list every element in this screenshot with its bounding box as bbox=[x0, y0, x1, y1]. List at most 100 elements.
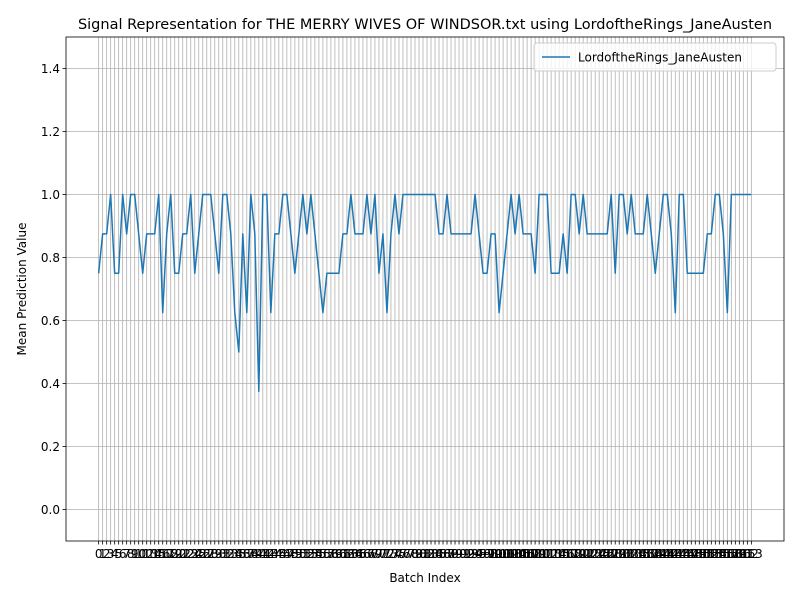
x-tick-label: 162 bbox=[736, 547, 759, 561]
x-tick-label: 119 bbox=[564, 547, 587, 561]
x-tick-label: 131 bbox=[612, 547, 635, 561]
x-tick-label: 144 bbox=[664, 547, 687, 561]
x-tick-label: 143 bbox=[660, 547, 683, 561]
x-tick-label: 24 bbox=[187, 547, 202, 561]
x-tick-label: 68 bbox=[363, 547, 378, 561]
x-tick-label: 146 bbox=[672, 547, 695, 561]
x-tick-label: 134 bbox=[624, 547, 647, 561]
x-tick-label: 33 bbox=[223, 547, 238, 561]
x-tick-label: 120 bbox=[568, 547, 591, 561]
x-tick-label: 76 bbox=[395, 547, 410, 561]
x-tick-label: 10 bbox=[131, 547, 146, 561]
x-tick-label: 50 bbox=[291, 547, 306, 561]
x-tick-label: 133 bbox=[620, 547, 643, 561]
x-tick-label: 138 bbox=[640, 547, 663, 561]
x-tick-label: 139 bbox=[644, 547, 667, 561]
x-tick-label: 99 bbox=[487, 547, 502, 561]
x-tick-label: 32 bbox=[219, 547, 234, 561]
x-tick-label: 16 bbox=[155, 547, 170, 561]
x-tick-label: 28 bbox=[203, 547, 218, 561]
y-axis-label: Mean Prediction Value bbox=[15, 223, 29, 356]
x-tick-label: 35 bbox=[231, 547, 246, 561]
x-tick-label: 48 bbox=[283, 547, 298, 561]
x-tick-label: 122 bbox=[576, 547, 599, 561]
x-tick-label: 96 bbox=[475, 547, 490, 561]
x-tick-label: 13 bbox=[143, 547, 158, 561]
x-tick-label: 128 bbox=[600, 547, 623, 561]
x-tick-label: 108 bbox=[520, 547, 543, 561]
x-tick-label: 154 bbox=[704, 547, 727, 561]
chart-title: Signal Representation for THE MERRY WIVE… bbox=[78, 17, 772, 33]
x-tick-label: 17 bbox=[159, 547, 174, 561]
x-tick-label: 42 bbox=[259, 547, 274, 561]
x-tick-label: 61 bbox=[335, 547, 350, 561]
y-tick-label: 0.4 bbox=[41, 377, 60, 391]
x-tick-label: 25 bbox=[191, 547, 206, 561]
x-tick-label: 136 bbox=[632, 547, 655, 561]
x-tick-label: 53 bbox=[303, 547, 318, 561]
x-tick-label: 118 bbox=[560, 547, 583, 561]
x-tick-label: 151 bbox=[692, 547, 715, 561]
x-tick-label: 159 bbox=[724, 547, 747, 561]
x-tick-label: 72 bbox=[379, 547, 394, 561]
x-tick-label: 23 bbox=[183, 547, 198, 561]
x-tick-label: 14 bbox=[147, 547, 162, 561]
x-tick-label: 18 bbox=[163, 547, 178, 561]
x-tick-label: 1 bbox=[99, 547, 107, 561]
x-tick-label: 39 bbox=[247, 547, 262, 561]
x-tick-label: 124 bbox=[584, 547, 607, 561]
x-tick-label: 158 bbox=[720, 547, 743, 561]
x-tick-label: 11 bbox=[135, 547, 150, 561]
x-tick-label: 7 bbox=[123, 547, 131, 561]
x-axis-label: Batch Index bbox=[389, 571, 460, 585]
x-tick-label: 88 bbox=[443, 547, 458, 561]
x-tick-label: 36 bbox=[235, 547, 250, 561]
x-tick-label: 85 bbox=[431, 547, 446, 561]
plot-frame bbox=[65, 36, 785, 542]
x-tick-label: 116 bbox=[552, 547, 575, 561]
x-tick-label: 81 bbox=[415, 547, 430, 561]
x-tick-label: 157 bbox=[716, 547, 739, 561]
x-tick-label: 103 bbox=[500, 547, 523, 561]
x-tick-label: 161 bbox=[732, 547, 755, 561]
x-tick-label: 38 bbox=[243, 547, 258, 561]
x-tick-label: 109 bbox=[524, 547, 547, 561]
y-tick-label: 0.2 bbox=[41, 440, 60, 454]
x-tick-label: 51 bbox=[295, 547, 310, 561]
x-tick-label: 145 bbox=[668, 547, 691, 561]
x-tick-label: 75 bbox=[391, 547, 406, 561]
x-tick-label: 92 bbox=[459, 547, 474, 561]
x-tick-label: 77 bbox=[399, 547, 414, 561]
x-tick-label: 91 bbox=[455, 547, 470, 561]
x-tick-label: 60 bbox=[331, 547, 346, 561]
x-tick-label: 86 bbox=[435, 547, 450, 561]
x-tick-label: 19 bbox=[167, 547, 182, 561]
x-tick-label: 44 bbox=[267, 547, 282, 561]
legend-box bbox=[533, 42, 777, 72]
x-tick-label: 6 bbox=[119, 547, 127, 561]
x-tick-label: 49 bbox=[287, 547, 302, 561]
x-tick-label: 57 bbox=[319, 547, 334, 561]
legend-label: LordoftheRings_JaneAusten bbox=[578, 51, 742, 65]
x-tick-label: 132 bbox=[616, 547, 639, 561]
x-tick-label: 0 bbox=[95, 547, 103, 561]
x-tick-label: 59 bbox=[327, 547, 342, 561]
x-tick-label: 101 bbox=[492, 547, 515, 561]
x-tick-label: 123 bbox=[580, 547, 603, 561]
x-tick-label: 105 bbox=[508, 547, 531, 561]
x-tick-label: 127 bbox=[596, 547, 619, 561]
x-tick-label: 135 bbox=[628, 547, 651, 561]
y-tick-label: 1.2 bbox=[41, 125, 60, 139]
x-tick-label: 21 bbox=[175, 547, 190, 561]
x-tick-label: 102 bbox=[496, 547, 519, 561]
x-tick-label: 117 bbox=[556, 547, 579, 561]
x-tick-label: 141 bbox=[652, 547, 675, 561]
x-tick-label: 137 bbox=[636, 547, 659, 561]
x-tick-label: 34 bbox=[227, 547, 242, 561]
x-tick-label: 114 bbox=[544, 547, 567, 561]
x-tick-label: 55 bbox=[311, 547, 326, 561]
x-tick-label: 56 bbox=[315, 547, 330, 561]
x-tick-label: 153 bbox=[700, 547, 723, 561]
x-tick-label: 87 bbox=[439, 547, 454, 561]
